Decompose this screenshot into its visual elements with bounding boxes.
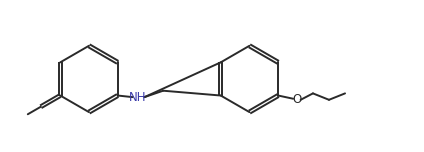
Text: NH: NH [129,91,147,104]
Text: O: O [292,93,301,106]
